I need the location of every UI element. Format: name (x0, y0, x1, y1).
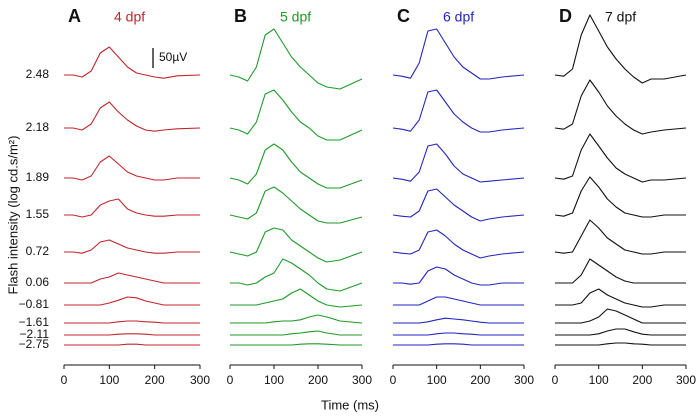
x-tick-label: 0 (390, 373, 397, 387)
trace (64, 239, 200, 254)
trace (229, 143, 363, 189)
x-tick-label: 200 (145, 373, 165, 387)
trace (393, 317, 524, 324)
x-tick-label: 300 (190, 373, 210, 387)
trace (555, 308, 686, 324)
trace (554, 133, 687, 183)
scale-bar-label: 50µV (159, 50, 187, 64)
x-tick-label: 200 (632, 373, 652, 387)
trace (392, 188, 525, 222)
trace (229, 227, 363, 263)
x-tick-label: 100 (589, 373, 609, 387)
row-label: 0.72 (26, 244, 50, 258)
x-tick-label: 300 (676, 373, 696, 387)
trace (230, 258, 363, 292)
panel-letter: A (68, 6, 81, 26)
trace (229, 186, 363, 224)
row-label: −2.11 (20, 327, 50, 341)
trace (64, 296, 200, 306)
x-axis-label: Time (ms) (321, 397, 379, 412)
trace (230, 343, 362, 346)
row-label: −0.81 (19, 297, 50, 311)
x-tick-label: 300 (352, 373, 372, 387)
x-tick-label: 0 (227, 373, 234, 387)
trace (393, 296, 524, 306)
trace (554, 219, 686, 255)
trace (393, 332, 524, 336)
x-tick-label: 300 (514, 373, 534, 387)
trace (64, 46, 201, 79)
trace (64, 320, 200, 324)
trace (392, 28, 525, 80)
row-label: 1.89 (26, 170, 50, 184)
trace (230, 288, 363, 308)
x-tick-label: 100 (264, 373, 284, 387)
x-tick-label: 100 (99, 373, 119, 387)
row-label: 1.55 (26, 207, 50, 221)
panel-letter: D (559, 6, 572, 26)
x-tick-label: 200 (308, 373, 328, 387)
trace (230, 330, 362, 336)
trace (392, 229, 525, 259)
trace (555, 288, 686, 308)
trace (393, 266, 524, 286)
panel-title: 7 dpf (605, 9, 636, 25)
trace (64, 101, 201, 132)
trace (229, 89, 363, 141)
trace (555, 328, 686, 336)
y-axis-label: Flash intensity (log cd.s/m²) (5, 136, 20, 295)
trace (64, 343, 200, 346)
trace (393, 343, 524, 346)
panel-title: 4 dpf (114, 9, 145, 25)
panel-letter: C (397, 6, 410, 26)
row-label: 2.18 (26, 120, 50, 134)
trace (229, 28, 363, 90)
row-label: 2.48 (26, 67, 50, 81)
row-label: −1.61 (19, 315, 50, 329)
trace (555, 258, 686, 284)
trace (64, 333, 200, 336)
trace (554, 79, 687, 135)
panel-letter: B (234, 6, 247, 26)
x-tick-label: 0 (61, 373, 68, 387)
row-label: −2.75 (19, 337, 50, 351)
panel-title: 5 dpf (280, 9, 311, 25)
trace (230, 314, 363, 324)
trace (555, 342, 686, 346)
trace (392, 89, 525, 133)
trace (64, 155, 200, 181)
x-tick-label: 100 (427, 373, 447, 387)
x-tick-label: 200 (470, 373, 490, 387)
panel-title: 6 dpf (443, 9, 474, 25)
trace (64, 272, 200, 284)
trace (554, 14, 687, 84)
x-tick-label: 0 (552, 373, 559, 387)
trace (554, 176, 686, 218)
trace (64, 198, 200, 218)
row-label: 0.06 (26, 275, 50, 289)
trace (392, 143, 525, 183)
